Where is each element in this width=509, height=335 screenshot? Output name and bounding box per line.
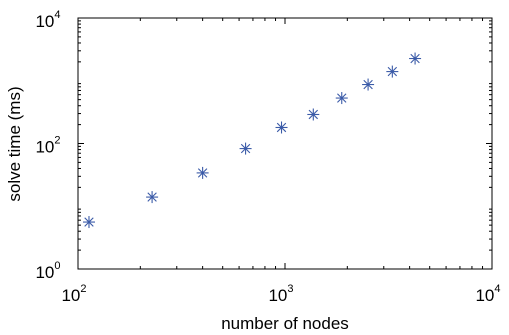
data-point-5 — [307, 108, 320, 121]
data-point-1 — [146, 191, 159, 204]
y-tick-label-0: 100 — [35, 260, 60, 282]
y-tick-label-exp-1: 2 — [54, 135, 60, 147]
x-tick-label-2: 104 — [475, 283, 500, 305]
axis-ticks — [77, 17, 493, 270]
x-tick-label-base-0: 10 — [61, 286, 80, 305]
y-axis-label: solve time (ms) — [5, 86, 24, 201]
y-tick-label-exp-2: 4 — [54, 9, 60, 21]
data-point-8 — [386, 65, 399, 78]
y-tick-label-base-2: 10 — [35, 12, 54, 31]
x-tick-label-base-2: 10 — [475, 286, 494, 305]
x-tick-label-1: 103 — [268, 283, 293, 305]
data-point-9 — [409, 52, 422, 65]
x-tick-label-base-1: 10 — [268, 286, 287, 305]
data-points — [82, 52, 422, 229]
x-tick-label-0: 102 — [61, 283, 86, 305]
data-point-3 — [239, 142, 252, 155]
plot-area — [77, 17, 493, 270]
y-tick-label-1: 102 — [35, 135, 60, 157]
x-tick-label-exp-0: 2 — [80, 283, 86, 295]
x-axis-label: number of nodes — [221, 314, 349, 333]
y-tick-label-2: 104 — [35, 9, 60, 31]
y-tick-label-base-0: 10 — [35, 263, 54, 282]
data-point-6 — [335, 92, 348, 105]
data-point-4 — [275, 121, 288, 134]
data-point-2 — [196, 166, 209, 179]
data-point-0 — [82, 216, 95, 229]
x-tick-label-exp-2: 4 — [494, 283, 500, 295]
data-point-7 — [362, 78, 375, 91]
y-tick-label-exp-0: 0 — [54, 260, 60, 272]
y-tick-label-base-1: 10 — [35, 138, 54, 157]
x-tick-label-exp-1: 3 — [287, 283, 293, 295]
